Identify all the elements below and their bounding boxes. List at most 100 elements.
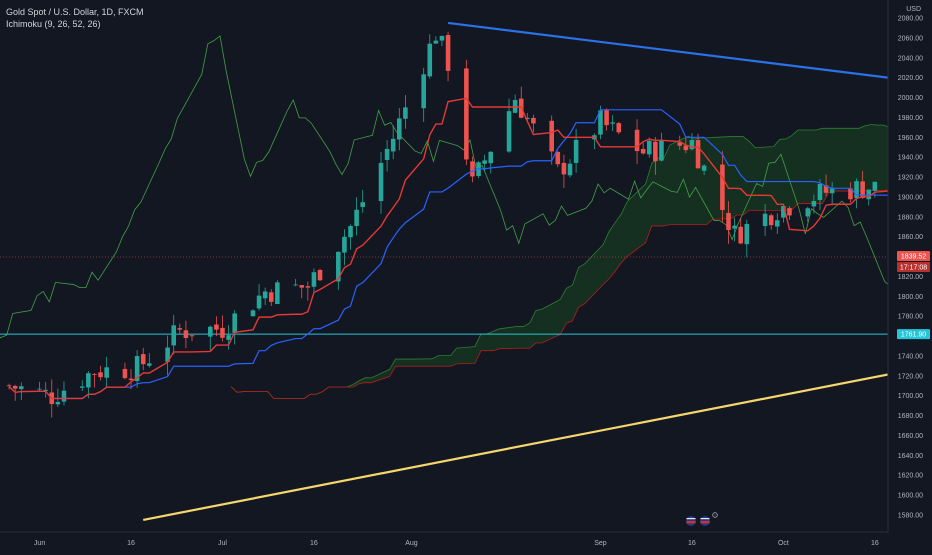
candlestick[interactable] <box>397 108 402 150</box>
candlestick[interactable] <box>269 289 274 306</box>
candlestick[interactable] <box>568 159 573 177</box>
candlestick[interactable] <box>592 133 597 149</box>
candlestick[interactable] <box>379 152 384 214</box>
candlestick[interactable] <box>446 32 451 81</box>
candlestick[interactable] <box>354 197 359 235</box>
candlestick[interactable] <box>190 335 195 341</box>
candlestick[interactable] <box>891 181 896 202</box>
candlestick[interactable] <box>312 268 317 291</box>
y-tick-label: 1600.00 <box>898 493 923 500</box>
ichimoku-cloud-segment <box>518 326 524 348</box>
candlestick[interactable] <box>562 155 567 188</box>
candlestick[interactable] <box>360 190 365 213</box>
candlestick[interactable] <box>488 151 493 173</box>
candlestick[interactable] <box>635 119 640 164</box>
candlestick[interactable] <box>226 325 231 349</box>
candlestick[interactable] <box>434 36 439 44</box>
indicator-title[interactable]: Ichimoku (9, 26, 52, 26) <box>6 18 144 30</box>
x-tick-label: Jun <box>34 540 45 547</box>
candlestick[interactable] <box>80 380 85 391</box>
ichimoku-cloud-segment <box>737 137 743 215</box>
candlestick[interactable] <box>214 316 219 336</box>
y-tick-label: 1820.00 <box>898 274 923 281</box>
candlestick[interactable] <box>427 34 432 78</box>
candlestick[interactable] <box>421 68 426 122</box>
candlestick[interactable] <box>787 206 792 220</box>
us-flag-icon[interactable] <box>686 516 697 527</box>
x-tick-label: 16 <box>310 540 318 547</box>
candlestick[interactable] <box>318 269 323 281</box>
candlestick[interactable] <box>184 321 189 349</box>
candlestick[interactable] <box>659 133 664 162</box>
candlestick[interactable] <box>440 35 445 46</box>
candlestick[interactable] <box>556 151 561 167</box>
ichimoku-cloud-segment <box>493 329 499 351</box>
candlestick[interactable] <box>43 382 48 398</box>
currency-label: USD <box>906 6 921 13</box>
ichimoku-cloud-segment <box>444 356 450 367</box>
candlestick[interactable] <box>275 280 280 304</box>
candlestick[interactable] <box>391 125 396 159</box>
ichimoku-cloud-segment <box>475 334 481 363</box>
candlestick[interactable] <box>98 366 103 381</box>
candlestick[interactable] <box>165 336 170 376</box>
candlestick[interactable] <box>616 122 621 134</box>
ichimoku-cloud-segment <box>542 299 560 343</box>
candlestick[interactable] <box>37 382 42 392</box>
last-price-badge[interactable]: 1839.52 <box>897 251 930 261</box>
candlestick[interactable] <box>171 315 176 354</box>
y-tick-label: 1780.00 <box>898 314 923 321</box>
candlestick[interactable] <box>519 87 524 118</box>
ichimoku-cloud-segment <box>371 369 389 382</box>
y-tick-label: 1700.00 <box>898 393 923 400</box>
candlestick[interactable] <box>769 214 774 230</box>
candlestick[interactable] <box>385 140 390 171</box>
candlestick[interactable] <box>135 350 140 388</box>
candlestick[interactable] <box>251 309 256 316</box>
economic-event-flags[interactable] <box>686 513 718 527</box>
candlestick[interactable] <box>123 363 128 380</box>
candlestick[interactable] <box>348 224 353 249</box>
candlestick[interactable] <box>92 373 97 388</box>
candlestick[interactable] <box>513 95 518 114</box>
ichimoku-cloud-segment <box>621 201 627 262</box>
candlestick[interactable] <box>257 284 262 311</box>
candlestick[interactable] <box>293 279 298 286</box>
ichimoku-cloud-segment <box>414 359 432 366</box>
support-trendline[interactable] <box>143 195 932 520</box>
candlestick[interactable] <box>232 310 237 344</box>
y-tick-label: 2040.00 <box>898 55 923 62</box>
candlestick[interactable] <box>178 324 183 335</box>
candlestick[interactable] <box>805 207 810 222</box>
candlestick[interactable] <box>141 348 146 370</box>
candlestick[interactable] <box>745 220 750 258</box>
candlestick[interactable] <box>464 60 469 165</box>
candlestick[interactable] <box>336 251 341 289</box>
candlestick[interactable] <box>866 190 871 206</box>
ichimoku-cloud-segment <box>499 326 517 348</box>
candlestick[interactable] <box>147 353 152 367</box>
candlestick[interactable] <box>208 325 213 350</box>
candlestick[interactable] <box>263 288 268 305</box>
symbol-title[interactable]: Gold Spot / U.S. Dollar, 1D, FXCM <box>6 6 144 18</box>
candlestick[interactable] <box>641 143 646 155</box>
us-flag-icon[interactable] <box>700 516 711 527</box>
candlestick[interactable] <box>610 115 615 131</box>
candlestick[interactable] <box>62 381 67 405</box>
candlestick[interactable] <box>299 285 304 298</box>
candlestick[interactable] <box>403 95 408 129</box>
bar-countdown-badge[interactable]: 17:17:08 <box>897 262 930 272</box>
level-price-badge[interactable]: 1761.90 <box>897 329 930 339</box>
candlestick[interactable] <box>306 282 311 301</box>
candlestick[interactable] <box>574 129 579 173</box>
candlestick[interactable] <box>604 108 609 130</box>
candlestick[interactable] <box>690 133 695 150</box>
candlestick[interactable] <box>104 357 109 387</box>
candlestick[interactable] <box>775 213 780 234</box>
x-tick-label: 16 <box>688 540 696 547</box>
candlestick[interactable] <box>342 229 347 265</box>
event-count-badge[interactable] <box>713 513 718 518</box>
candlestick[interactable] <box>220 315 225 341</box>
